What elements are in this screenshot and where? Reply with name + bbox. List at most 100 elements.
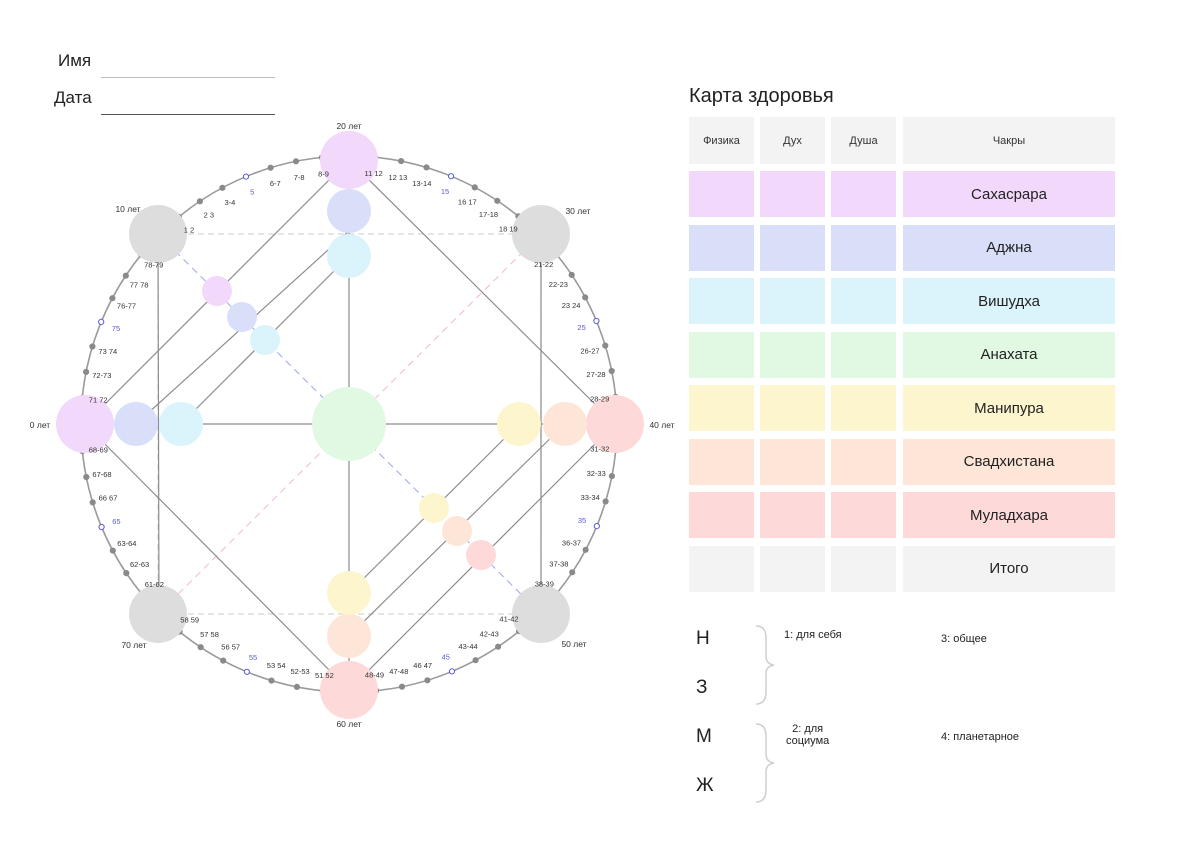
year-label: 11 12 bbox=[364, 169, 382, 178]
soul-cell[interactable] bbox=[831, 492, 896, 538]
year-label: 72-73 bbox=[92, 371, 111, 380]
soul-cell[interactable] bbox=[831, 224, 896, 271]
date-field[interactable] bbox=[101, 114, 275, 115]
year-dot bbox=[582, 546, 589, 553]
name-label: Имя bbox=[58, 51, 92, 70]
year-label: 6-7 bbox=[270, 179, 281, 188]
spirit-cell[interactable] bbox=[760, 278, 825, 324]
chakra-label: Вишудха bbox=[903, 278, 1115, 324]
spirit-cell[interactable] bbox=[760, 438, 825, 485]
soul-cell[interactable] bbox=[831, 438, 896, 485]
year-label: 16 17 bbox=[458, 198, 477, 207]
year-dot bbox=[495, 643, 502, 650]
year-dot bbox=[293, 683, 300, 691]
physics-cell[interactable] bbox=[689, 224, 754, 271]
physics-cell[interactable] bbox=[689, 171, 754, 217]
year-label: 68-69 bbox=[89, 446, 108, 455]
note-for-society-line1: 2: для bbox=[792, 723, 824, 735]
year-label: 46 47 bbox=[413, 661, 432, 670]
year-dot bbox=[196, 198, 203, 205]
physics-cell[interactable] bbox=[689, 545, 754, 592]
soul-cell[interactable] bbox=[831, 385, 896, 431]
year-dot bbox=[448, 173, 455, 180]
age-label-a40: 40 лет bbox=[649, 420, 674, 430]
year-dot bbox=[593, 523, 600, 530]
year-dot bbox=[98, 523, 105, 531]
year-dot bbox=[219, 184, 226, 191]
year-label: 43-44 bbox=[459, 642, 478, 651]
node-center-anahata bbox=[312, 387, 386, 461]
year-dot bbox=[582, 294, 589, 301]
year-dot bbox=[494, 197, 501, 204]
letter-n: Н bbox=[696, 628, 710, 649]
spirit-cell[interactable] bbox=[760, 224, 825, 271]
chakra-label: Сахасрара bbox=[903, 171, 1115, 217]
name-field[interactable] bbox=[101, 77, 275, 78]
age-label-a30: 30 лет bbox=[565, 206, 590, 216]
physics-cell[interactable] bbox=[689, 492, 754, 538]
year-dot bbox=[608, 367, 615, 375]
year-label: 26-27 bbox=[580, 346, 599, 355]
spirit-cell[interactable] bbox=[760, 171, 825, 217]
year-label: 61-62 bbox=[145, 580, 164, 589]
node-diag-muladhara bbox=[466, 540, 496, 570]
year-label: 62-63 bbox=[130, 560, 149, 569]
year-dot bbox=[471, 184, 478, 191]
line-left-edge bbox=[157, 233, 160, 615]
physics-cell[interactable] bbox=[689, 385, 754, 431]
physics-cell[interactable] bbox=[689, 331, 754, 378]
chakra-label: Аджна bbox=[903, 224, 1115, 271]
soul-cell[interactable] bbox=[831, 171, 896, 217]
soul-cell[interactable] bbox=[831, 278, 896, 324]
year-dot bbox=[98, 318, 105, 325]
year-label: 52-53 bbox=[291, 667, 310, 676]
node-10 bbox=[129, 205, 187, 263]
year-label: 76-77 bbox=[117, 302, 136, 311]
note-for-society: 2: для социума bbox=[786, 723, 829, 747]
year-label: 25 bbox=[577, 323, 585, 332]
node-diag-manipura bbox=[419, 493, 449, 523]
year-label: 18 19 bbox=[499, 225, 518, 234]
node-60-svadhisthana bbox=[327, 614, 371, 658]
physics-cell[interactable] bbox=[689, 278, 754, 324]
line-top-right bbox=[348, 159, 616, 425]
soul-cell[interactable] bbox=[831, 545, 896, 592]
year-label: 2 3 bbox=[204, 211, 214, 220]
year-label: 7-8 bbox=[294, 173, 305, 182]
year-label: 73 74 bbox=[98, 347, 117, 356]
year-dot bbox=[424, 677, 431, 684]
year-label: 48-49 bbox=[365, 671, 384, 680]
node-0-vishuddha bbox=[159, 402, 203, 446]
year-dot bbox=[83, 368, 90, 375]
node-50 bbox=[512, 585, 570, 643]
spirit-cell[interactable] bbox=[760, 331, 825, 378]
node-0-sahasrara bbox=[56, 395, 114, 453]
year-label: 66 67 bbox=[99, 494, 118, 503]
note-planetary: 4: планетарное bbox=[941, 731, 1020, 743]
year-dot bbox=[292, 158, 300, 165]
chakra-label: Анахата bbox=[903, 331, 1115, 378]
spirit-cell[interactable] bbox=[760, 492, 825, 538]
year-label: 28-29 bbox=[590, 395, 609, 404]
year-dot bbox=[267, 164, 274, 171]
node-20-vishuddha bbox=[327, 234, 371, 278]
year-label: 71 72 bbox=[89, 395, 108, 404]
year-label: 42-43 bbox=[480, 629, 499, 638]
letter-m: М bbox=[696, 726, 712, 747]
spirit-cell[interactable] bbox=[760, 545, 825, 592]
year-label: 8-9 bbox=[318, 169, 329, 178]
chakra-label: Муладхара bbox=[903, 492, 1115, 538]
year-dot bbox=[89, 343, 96, 350]
node-diag-vishuddha bbox=[250, 325, 280, 355]
physics-cell[interactable] bbox=[689, 438, 754, 485]
spirit-cell[interactable] bbox=[760, 385, 825, 431]
age-label-a10: 10 лет bbox=[115, 204, 140, 214]
node-60-muladhara bbox=[320, 661, 378, 719]
soul-cell[interactable] bbox=[831, 331, 896, 378]
year-dot bbox=[569, 569, 576, 576]
node-40-muladhara bbox=[586, 395, 644, 453]
health-card-title: Карта здоровья bbox=[689, 85, 834, 107]
node-40-svadhisthana bbox=[543, 402, 587, 446]
